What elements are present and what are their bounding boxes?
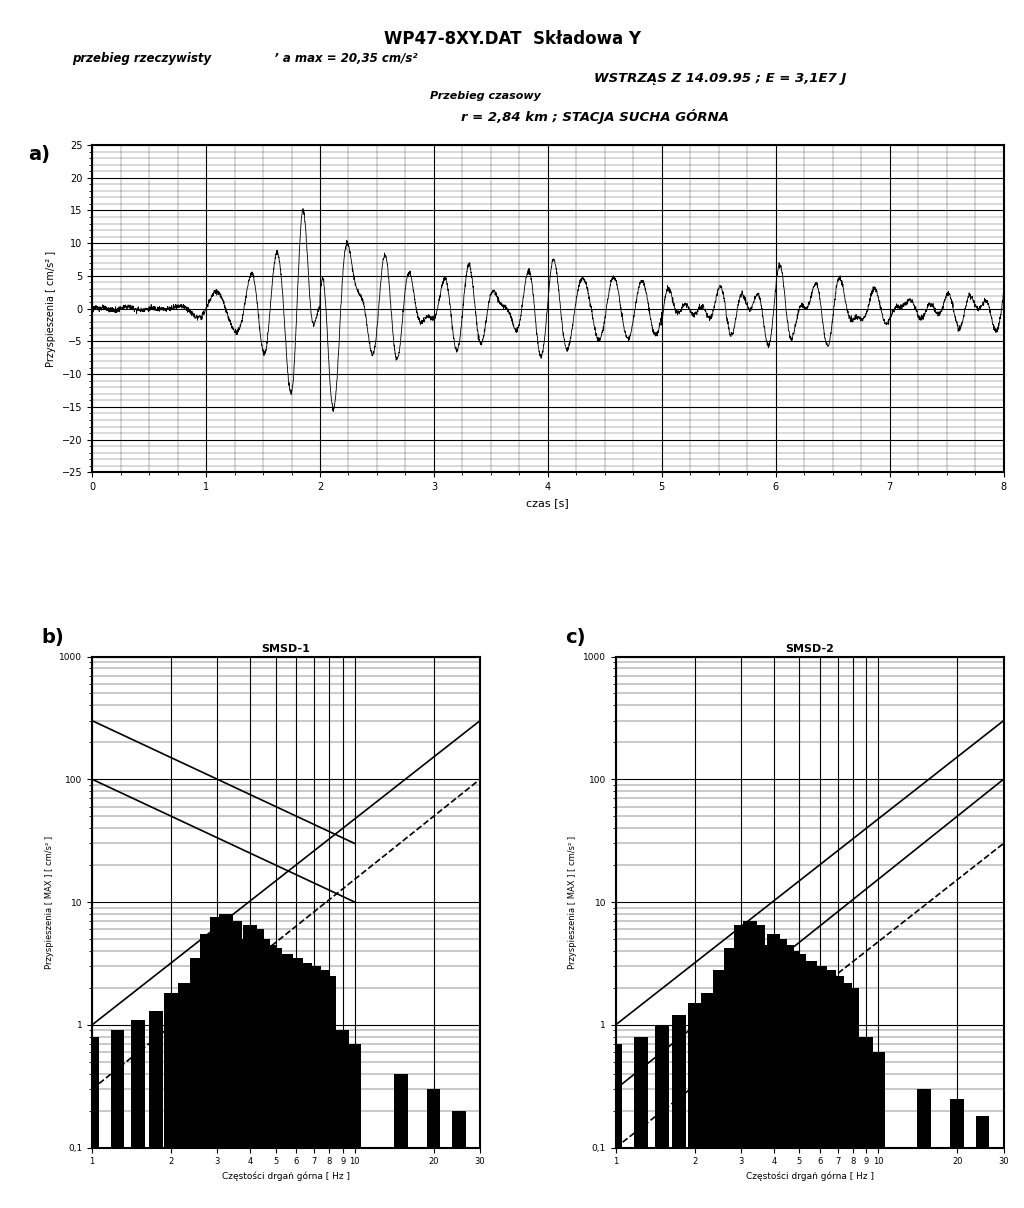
Bar: [673, 1015, 686, 1208]
Bar: [177, 983, 191, 1208]
Bar: [743, 920, 757, 1208]
Bar: [336, 1030, 349, 1208]
Bar: [803, 962, 817, 1208]
Text: a): a): [29, 145, 50, 164]
Bar: [201, 934, 214, 1208]
Bar: [314, 970, 329, 1208]
Bar: [918, 1090, 931, 1208]
Bar: [189, 958, 204, 1208]
Bar: [453, 1110, 466, 1208]
X-axis label: Częstości drgań górna [ Hz ]: Częstości drgań górna [ Hz ]: [745, 1172, 873, 1181]
Bar: [839, 983, 852, 1208]
Bar: [307, 966, 321, 1208]
X-axis label: Częstości drgań górna [ Hz ]: Częstości drgań górna [ Hz ]: [222, 1172, 350, 1181]
Bar: [257, 939, 270, 1208]
Bar: [148, 1011, 163, 1208]
Text: r = 2,84 km ; STACJA SUCHA GÓRNA: r = 2,84 km ; STACJA SUCHA GÓRNA: [461, 109, 729, 123]
Bar: [976, 1116, 989, 1208]
Bar: [734, 925, 748, 1208]
Bar: [250, 929, 264, 1208]
Bar: [793, 953, 806, 1208]
Bar: [950, 1099, 964, 1208]
Bar: [780, 945, 794, 1208]
Y-axis label: Przyspieszenia [ MAX ] [ cm/s² ]: Przyspieszenia [ MAX ] [ cm/s² ]: [568, 836, 578, 969]
Bar: [786, 951, 800, 1208]
Text: b): b): [42, 628, 65, 646]
Bar: [822, 970, 836, 1208]
Text: WSTRZĄS Z 14.09.95 ; E = 3,1E7 J: WSTRZĄS Z 14.09.95 ; E = 3,1E7 J: [594, 72, 846, 86]
Text: ’ a max = 20,35 cm/s²: ’ a max = 20,35 cm/s²: [266, 52, 418, 65]
Text: c): c): [565, 628, 586, 646]
Bar: [813, 966, 826, 1208]
Title: SMSD-2: SMSD-2: [785, 644, 835, 655]
Bar: [131, 1020, 145, 1208]
Bar: [394, 1074, 408, 1208]
Bar: [655, 1024, 669, 1208]
Bar: [263, 945, 276, 1208]
Y-axis label: Przyspieszenia [ MAX ] [ cm/s² ]: Przyspieszenia [ MAX ] [ cm/s² ]: [45, 836, 54, 969]
Bar: [210, 917, 224, 1208]
Bar: [846, 988, 859, 1208]
Bar: [634, 1036, 648, 1208]
X-axis label: czas [s]: czas [s]: [526, 498, 569, 507]
Bar: [280, 953, 293, 1208]
Bar: [228, 920, 242, 1208]
Bar: [236, 939, 250, 1208]
Bar: [830, 976, 844, 1208]
Bar: [348, 1044, 361, 1208]
Bar: [299, 963, 312, 1208]
Bar: [243, 925, 257, 1208]
Bar: [767, 934, 780, 1208]
Y-axis label: Przyspieszenia [ cm/s² ]: Przyspieszenia [ cm/s² ]: [46, 250, 56, 367]
Bar: [701, 993, 715, 1208]
Bar: [774, 939, 787, 1208]
Text: WP47-8XY.DAT  Składowa Y: WP47-8XY.DAT Składowa Y: [384, 30, 640, 48]
Bar: [859, 1036, 872, 1208]
Bar: [688, 1003, 701, 1208]
Bar: [268, 948, 283, 1208]
Bar: [323, 976, 336, 1208]
Title: SMSD-1: SMSD-1: [261, 644, 310, 655]
Bar: [713, 970, 727, 1208]
Bar: [290, 958, 303, 1208]
Bar: [608, 1044, 623, 1208]
Bar: [427, 1090, 440, 1208]
Text: Przebieg czasowy: Przebieg czasowy: [430, 91, 541, 100]
Bar: [724, 948, 737, 1208]
Bar: [111, 1030, 124, 1208]
Bar: [164, 993, 178, 1208]
Bar: [752, 925, 765, 1208]
Text: przebieg rzeczywisty: przebieg rzeczywisty: [72, 52, 211, 65]
Bar: [85, 1036, 98, 1208]
Bar: [219, 914, 233, 1208]
Bar: [871, 1052, 885, 1208]
Bar: [760, 945, 773, 1208]
